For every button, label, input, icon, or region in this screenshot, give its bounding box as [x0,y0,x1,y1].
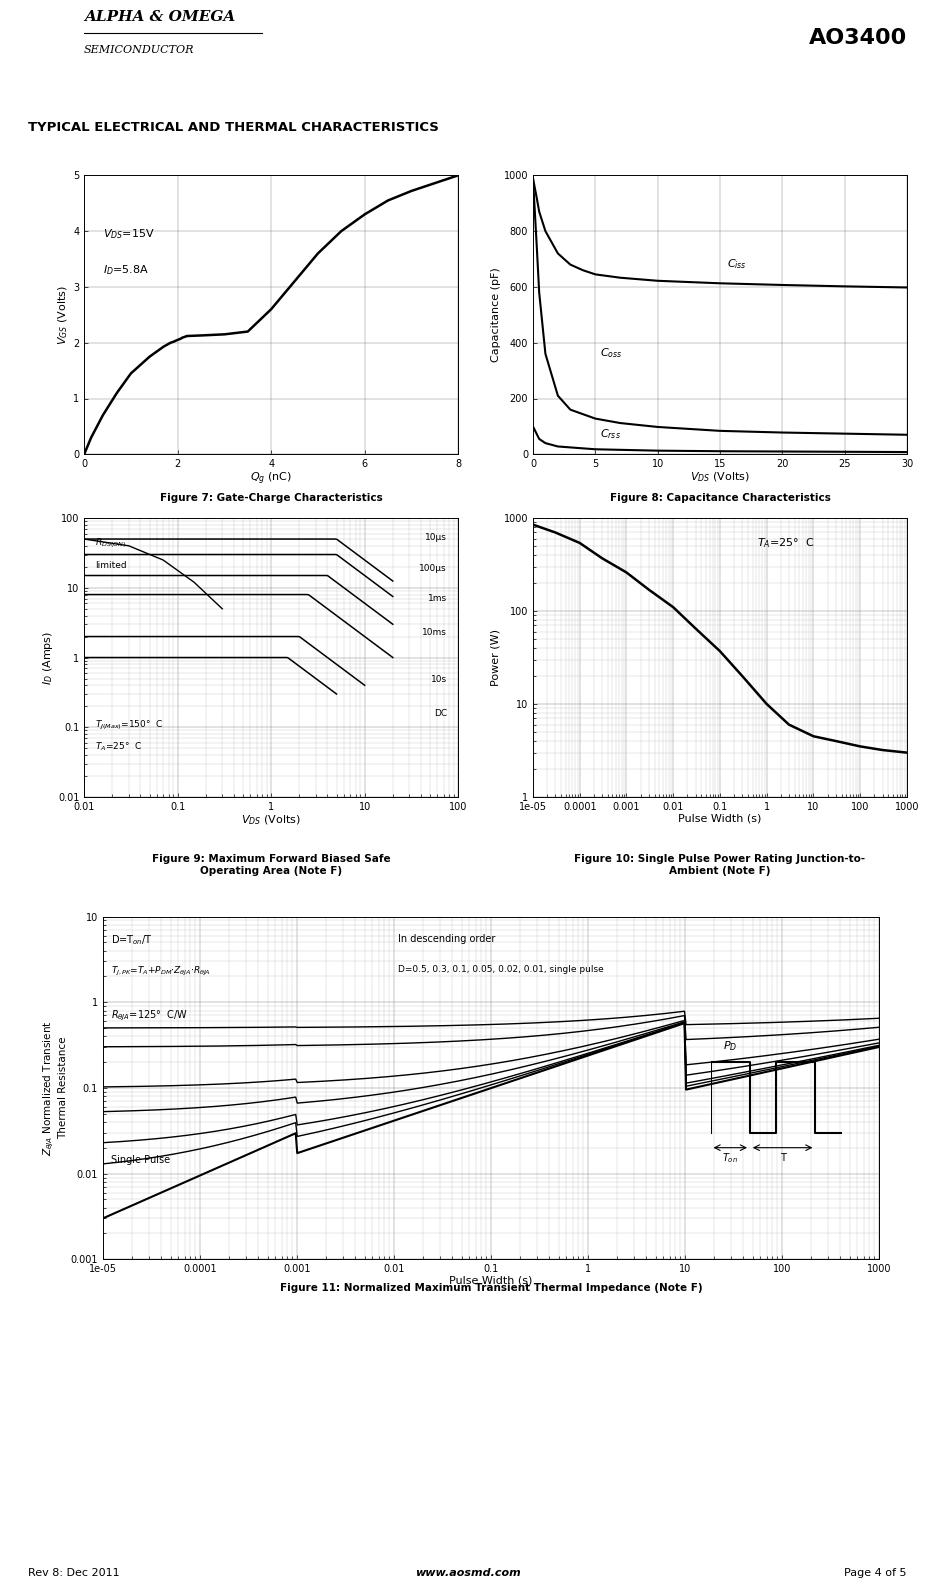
Text: AO3400: AO3400 [809,29,907,48]
Text: 1ms: 1ms [428,595,447,604]
Text: $I_D$=5.8A: $I_D$=5.8A [103,263,149,277]
Text: 10μs: 10μs [425,532,447,542]
X-axis label: $V_{DS}$ (Volts): $V_{DS}$ (Volts) [241,813,301,827]
Y-axis label: Power (W): Power (W) [491,630,501,685]
Text: SEMICONDUCTOR: SEMICONDUCTOR [84,45,194,54]
Text: Rev 8: Dec 2011: Rev 8: Dec 2011 [28,1568,120,1578]
Text: Figure 9: Maximum Forward Biased Safe
Operating Area (Note F): Figure 9: Maximum Forward Biased Safe Op… [151,854,391,877]
Text: $C_{rss}$: $C_{rss}$ [600,427,621,442]
Text: A: A [34,21,55,46]
Y-axis label: Capacitance (pF): Capacitance (pF) [491,268,501,362]
Y-axis label: $V_{GS}$ (Volts): $V_{GS}$ (Volts) [57,285,70,344]
Text: In descending order: In descending order [397,934,496,944]
Text: TYPICAL ELECTRICAL AND THERMAL CHARACTERISTICS: TYPICAL ELECTRICAL AND THERMAL CHARACTER… [28,121,439,134]
Text: DC: DC [434,709,447,717]
Text: D=T$_{on}$/T: D=T$_{on}$/T [110,934,152,947]
Text: 10s: 10s [431,676,447,684]
Text: ALPHA & OMEGA: ALPHA & OMEGA [84,11,236,24]
Text: Page 4 of 5: Page 4 of 5 [844,1568,907,1578]
Text: $V_{DS}$=15V: $V_{DS}$=15V [103,226,154,241]
X-axis label: Pulse Width (s): Pulse Width (s) [449,1275,533,1285]
Text: www.aosmd.com: www.aosmd.com [414,1568,521,1578]
X-axis label: $V_{DS}$ (Volts): $V_{DS}$ (Volts) [690,470,750,485]
Text: $T_A$=25°  C: $T_A$=25° C [95,741,142,752]
Text: 100μs: 100μs [419,564,447,572]
Text: Figure 7: Gate-Charge Characteristics: Figure 7: Gate-Charge Characteristics [160,493,382,502]
X-axis label: Pulse Width (s): Pulse Width (s) [678,813,762,823]
X-axis label: $Q_g$ (nC): $Q_g$ (nC) [250,470,293,486]
Text: $T_A$=25°  C: $T_A$=25° C [757,536,815,550]
Text: $T_{J(Max)}$=150°  C: $T_{J(Max)}$=150° C [95,719,164,732]
Text: 10ms: 10ms [422,628,447,638]
Text: T: T [780,1152,785,1164]
Text: D=0.5, 0.3, 0.1, 0.05, 0.02, 0.01, single pulse: D=0.5, 0.3, 0.1, 0.05, 0.02, 0.01, singl… [397,964,603,974]
Text: Single Pulse: Single Pulse [110,1156,170,1165]
Text: Figure 11: Normalized Maximum Transient Thermal Impedance (Note F): Figure 11: Normalized Maximum Transient … [280,1283,702,1293]
Y-axis label: $I_D$ (Amps): $I_D$ (Amps) [41,630,55,685]
Text: $C_{oss}$: $C_{oss}$ [600,346,623,360]
Text: Figure 8: Capacitance Characteristics: Figure 8: Capacitance Characteristics [610,493,830,502]
Text: Figure 10: Single Pulse Power Rating Junction-to-
Ambient (Note F): Figure 10: Single Pulse Power Rating Jun… [574,854,866,877]
Text: $R_{DS(ON)}$: $R_{DS(ON)}$ [95,537,126,550]
Text: $T_{on}$: $T_{on}$ [722,1151,739,1165]
Y-axis label: $Z_{\theta JA}$ Normalized Transient
Thermal Resistance: $Z_{\theta JA}$ Normalized Transient The… [42,1020,67,1156]
Text: $R_{\theta JA}$=125°  C/W: $R_{\theta JA}$=125° C/W [110,1009,188,1023]
Text: $T_{J,PK}$=$T_A$+$P_{DM}$$\cdot$$Z_{\theta JA}$$\cdot$$R_{\theta JA}$: $T_{J,PK}$=$T_A$+$P_{DM}$$\cdot$$Z_{\the… [110,964,210,977]
Text: $C_{iss}$: $C_{iss}$ [727,257,747,271]
Text: limited: limited [95,561,127,571]
Text: $P_D$: $P_D$ [723,1039,738,1054]
